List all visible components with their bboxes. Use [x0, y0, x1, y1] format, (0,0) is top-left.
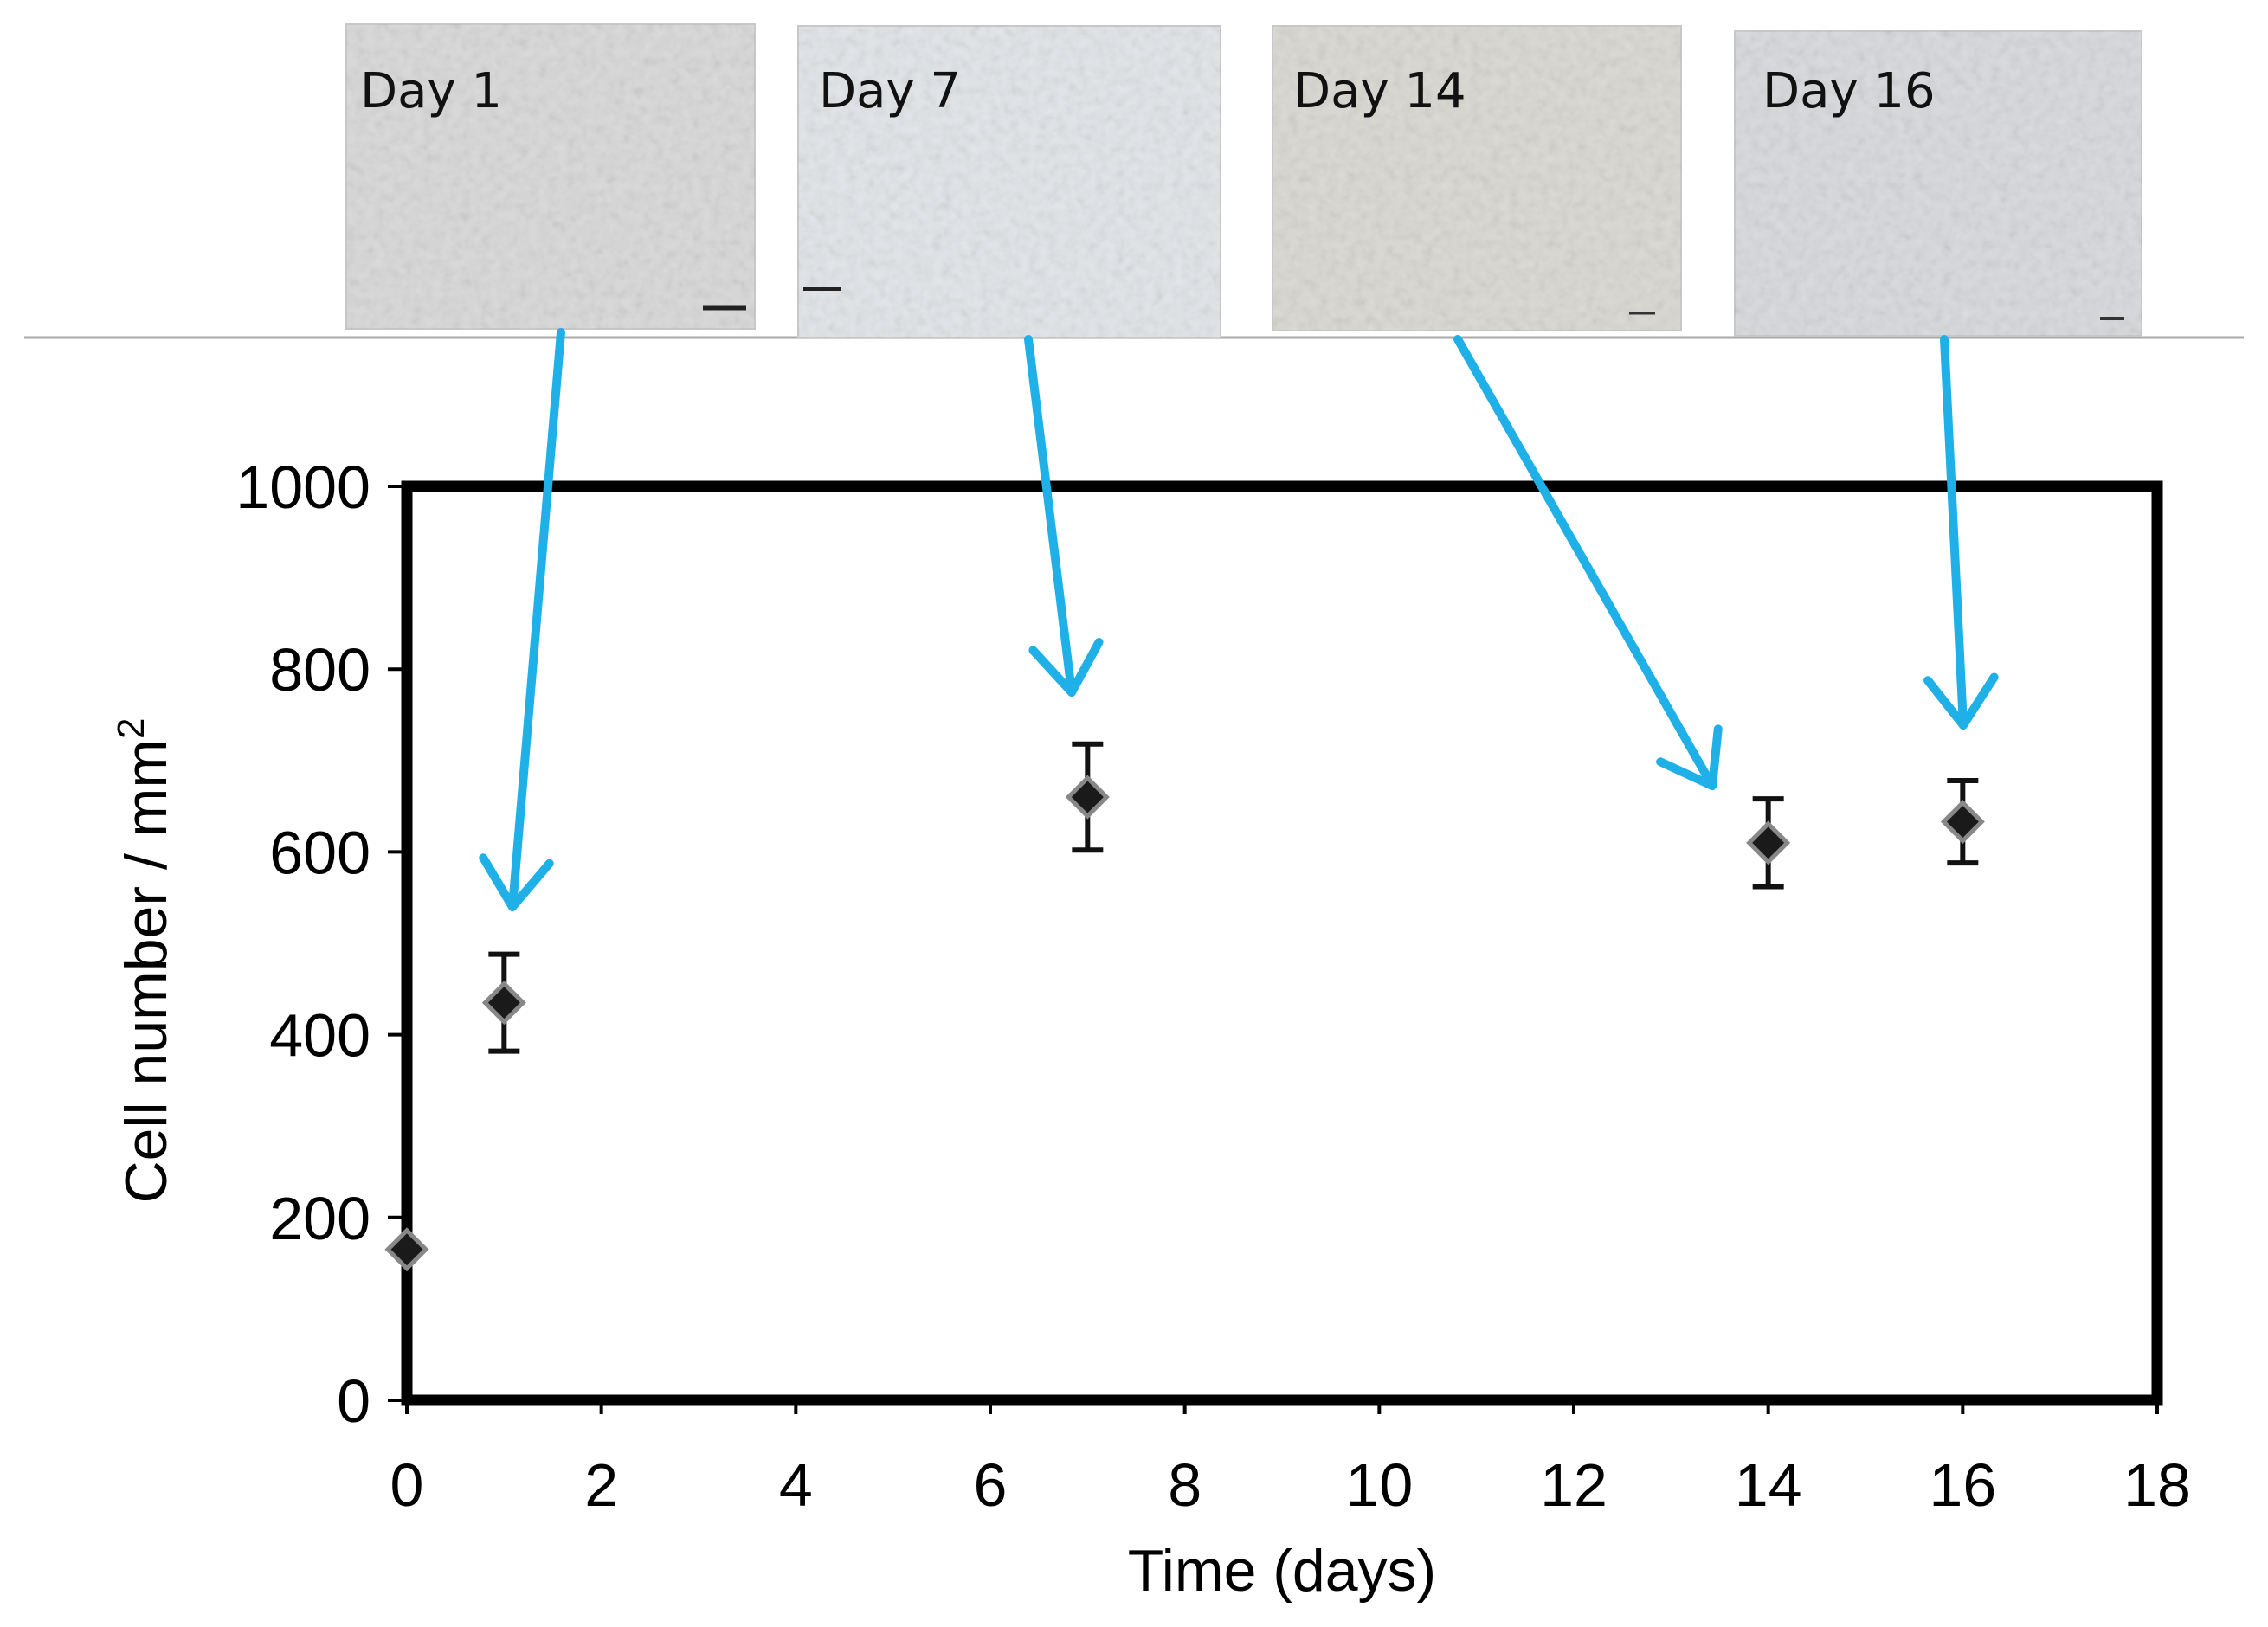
- data-point: [1940, 778, 1985, 866]
- arrow-head: [479, 853, 554, 911]
- data-point: [1065, 741, 1110, 853]
- plot-frame: [401, 480, 2163, 1406]
- micrograph-day-7: Day 7: [797, 25, 1221, 338]
- micrograph-texture: [1735, 31, 2142, 336]
- micrograph-texture: [346, 24, 755, 329]
- arrow-head: [1923, 672, 1999, 730]
- micrograph-label: Day 14: [1293, 63, 1466, 119]
- x-tick-label: 0: [390, 1451, 424, 1519]
- callout-arrow-day-14: [1453, 335, 1723, 790]
- y-tick-label: 200: [269, 1185, 370, 1252]
- x-tick-label: 14: [1735, 1451, 1802, 1519]
- arrow-shaft: [1024, 335, 1076, 697]
- y-tick-label: 800: [269, 636, 370, 704]
- x-tick-labels: 0 2 4 6 8 10 12 14 16 18: [390, 1451, 2191, 1519]
- data-point: [384, 1227, 429, 1272]
- y-axis-title: Cell number / mm2: [110, 717, 179, 1203]
- data-series: [384, 741, 1985, 1272]
- diamond-marker: [384, 1227, 429, 1272]
- callout-arrow-day-7: [1024, 335, 1104, 697]
- arrow-shaft: [508, 328, 565, 911]
- y-tick-label: 600: [269, 819, 370, 886]
- diamond-marker: [1940, 800, 1985, 845]
- diamond-marker: [1065, 775, 1110, 820]
- micrograph-label: Day 16: [1762, 63, 1936, 119]
- y-axis-title-superscript: 2: [110, 717, 152, 738]
- micrograph-day-1: Day 1: [345, 23, 756, 330]
- micrograph-day-14: Day 14: [1272, 25, 1682, 331]
- arrow-head: [1656, 724, 1723, 790]
- x-tick-label: 2: [584, 1451, 618, 1519]
- micrograph-day-16: Day 16: [1734, 30, 2142, 337]
- micrograph-texture: [1273, 26, 1681, 331]
- y-tick-label: 0: [337, 1367, 370, 1435]
- callout-arrows: [479, 328, 1999, 911]
- micrograph-label: Day 7: [819, 63, 961, 119]
- callout-arrow-day-16: [1923, 335, 1999, 730]
- x-tick-label: 12: [1540, 1451, 1608, 1519]
- diamond-marker: [1746, 820, 1791, 865]
- arrow-head: [1028, 638, 1104, 697]
- x-tick-label: 18: [2123, 1451, 2191, 1519]
- x-axis-title: Time (days): [1128, 1538, 1436, 1604]
- data-point: [1746, 796, 1791, 890]
- x-tick-label: 8: [1168, 1451, 1202, 1519]
- arrow-shaft: [1453, 335, 1717, 790]
- diamond-marker: [481, 981, 526, 1026]
- y-tick-labels: 0 200 400 600 800 1000: [235, 453, 370, 1435]
- callout-arrow-day-1: [479, 328, 565, 911]
- y-tick-label: 400: [269, 1002, 370, 1070]
- data-point: [481, 951, 526, 1054]
- chart: 0 2 4 6 8 10 12 14 16 18 0 200 400 600 800 1000 Time (…: [110, 453, 2191, 1604]
- micrograph-texture: [798, 26, 1221, 338]
- arrow-shaft: [1940, 335, 1968, 730]
- x-tick-label: 6: [974, 1451, 1008, 1519]
- x-tick-label: 4: [779, 1451, 813, 1519]
- micrograph-label: Day 1: [360, 63, 502, 119]
- x-tick-label: 16: [1929, 1451, 1996, 1519]
- x-tick-label: 10: [1345, 1451, 1413, 1519]
- y-tick-label: 1000: [235, 453, 370, 521]
- micrograph-panels: Day 1 Day 7 Day 14 Day 16: [345, 23, 2142, 338]
- y-axis-title-text: Cell number / mm: [113, 739, 179, 1204]
- axis-ticks: [388, 485, 2159, 1414]
